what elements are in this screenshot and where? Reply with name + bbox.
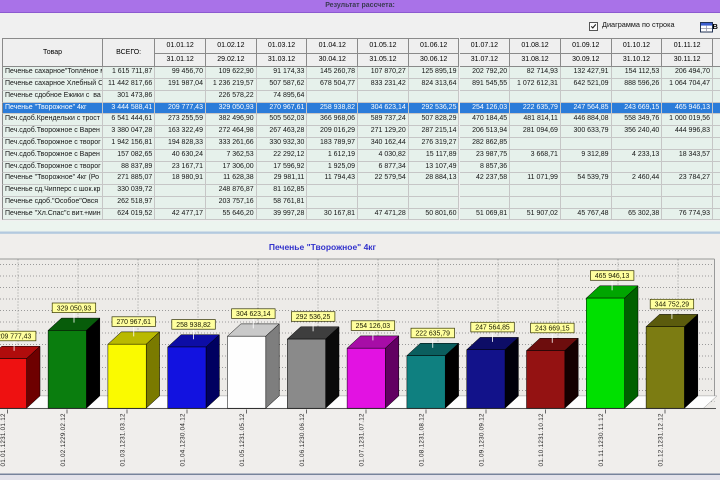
svg-text:344 752,29: 344 752,29 xyxy=(655,302,690,309)
svg-text:247 564,85: 247 564,85 xyxy=(475,325,510,332)
svg-text:01.12.1231.12.12: 01.12.1231.12.12 xyxy=(658,413,665,466)
svg-text:465 946,13: 465 946,13 xyxy=(595,273,630,280)
svg-text:01.09.1230.09.12: 01.09.1230.09.12 xyxy=(478,413,485,466)
svg-text:209 777,43: 209 777,43 xyxy=(0,334,32,341)
svg-text:329 050,93: 329 050,93 xyxy=(57,305,92,312)
svg-text:270 967,61: 270 967,61 xyxy=(116,319,151,326)
svg-text:Печенье "Творожное" 4кг: Печенье "Творожное" 4кг xyxy=(269,242,377,252)
svg-text:01.04.1230.04.12: 01.04.1230.04.12 xyxy=(179,413,186,466)
svg-text:01.07.1231.07.12: 01.07.1231.07.12 xyxy=(359,413,366,466)
svg-text:01.08.1231.08.12: 01.08.1231.08.12 xyxy=(419,413,426,466)
svg-text:01.10.1231.10.12: 01.10.1231.10.12 xyxy=(538,413,545,466)
svg-text:222 635,79: 222 635,79 xyxy=(415,331,450,338)
svg-text:01.03.1231.03.12: 01.03.1231.03.12 xyxy=(120,413,127,466)
svg-text:258 938,82: 258 938,82 xyxy=(176,322,211,329)
svg-text:01.01.1231.01.12: 01.01.1231.01.12 xyxy=(0,413,7,466)
svg-text:01.11.1230.11.12: 01.11.1230.11.12 xyxy=(598,413,605,466)
svg-text:304 623,14: 304 623,14 xyxy=(236,311,271,318)
svg-text:01.02.1229.02.12: 01.02.1229.02.12 xyxy=(60,413,67,466)
svg-text:254 126,03: 254 126,03 xyxy=(356,323,391,330)
svg-text:01.06.1230.06.12: 01.06.1230.06.12 xyxy=(299,413,306,466)
svg-text:243 669,15: 243 669,15 xyxy=(535,326,570,333)
svg-text:292 536,25: 292 536,25 xyxy=(296,314,331,321)
svg-text:01.05.1231.05.12: 01.05.1231.05.12 xyxy=(239,413,246,466)
